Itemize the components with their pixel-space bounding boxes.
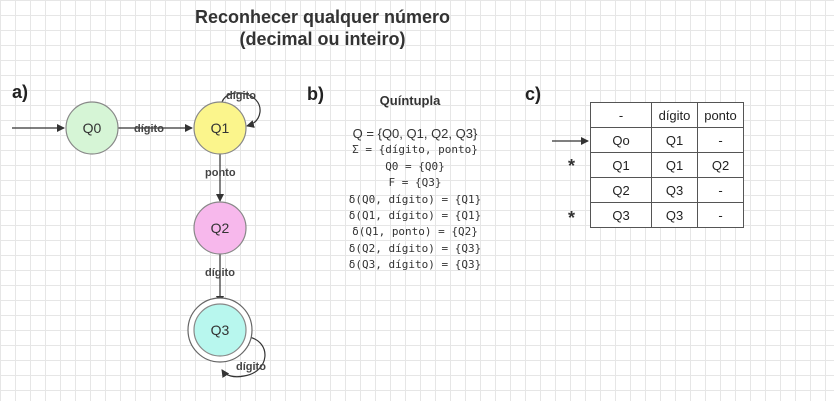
table-header-cell: - — [590, 102, 652, 128]
quintuple-line: Q0 = {Q0} — [385, 159, 445, 173]
quintuple-line: F = {Q3} — [388, 176, 442, 190]
table-cell: - — [697, 202, 744, 228]
edge-label-q2-q3: dígito — [205, 267, 235, 279]
title-line-1: Reconhecer qualquer número — [194, 7, 451, 27]
table-header-row: - dígito ponto — [590, 102, 744, 128]
quintuple-line: δ(Q2, dígito) = {Q3} — [348, 241, 482, 255]
edge-label-q1-q2: ponto — [205, 167, 236, 179]
table-header-cell: ponto — [697, 102, 744, 128]
state-label-q1: Q1 — [211, 120, 230, 136]
section-label-c: c) — [525, 84, 542, 104]
state-q0: Q0 — [65, 101, 119, 155]
quintuple-line: δ(Q3, dígito) = {Q3} — [348, 258, 482, 272]
edge-label-q0-q1: dígito — [134, 123, 164, 135]
edge-q3-loop — [221, 336, 266, 379]
quintuple-definition: Q = {Q0, Q1, Q2, Q3} Σ = {dígito, ponto}… — [330, 126, 500, 274]
state-label-q3: Q3 — [211, 322, 230, 338]
quintuple-line: δ(Q1, dígito) = {Q1} — [348, 209, 482, 223]
table-cell: Qo — [590, 127, 652, 153]
state-q1: Q1 — [193, 101, 247, 155]
edge-q1-loop — [221, 92, 261, 128]
table-cell: Q2 — [697, 152, 744, 178]
state-q3-final: Q3 — [187, 297, 253, 363]
state-label-q2: Q2 — [211, 220, 230, 236]
table-cell: Q3 — [651, 202, 698, 228]
quintuple-line: Q = {Q0, Q1, Q2, Q3} — [352, 126, 478, 141]
quintuple-line: δ(Q1, ponto) = {Q2} — [352, 225, 478, 239]
table-cell: Q1 — [651, 127, 698, 153]
final-state-marker: * — [568, 208, 576, 228]
table-row: Q1 Q1 Q2 — [590, 152, 744, 178]
table-cell: Q3 — [651, 177, 698, 203]
quintuple-line: Σ = {dígito, ponto} — [352, 143, 478, 157]
table-header-cell: dígito — [651, 102, 698, 128]
edge-label-q3-loop: dígito — [236, 361, 266, 373]
edge-label-q1-loop: dígito — [226, 90, 256, 102]
table-cell: - — [697, 127, 744, 153]
section-label-b: b) — [307, 84, 324, 104]
quintuple-title: Quíntupla — [379, 93, 441, 108]
table-cell: - — [697, 177, 744, 203]
section-label-a: a) — [12, 82, 29, 102]
final-state-marker: * — [568, 156, 576, 176]
diagram-title: Reconhecer qualquer número (decimal ou i… — [150, 6, 495, 50]
quintuple-line: δ(Q0, dígito) = {Q1} — [348, 192, 482, 206]
state-label-q0: Q0 — [83, 120, 102, 136]
title-line-2: (decimal ou inteiro) — [239, 29, 406, 49]
table-cell: Q1 — [590, 152, 652, 178]
table-row: Q3 Q3 - — [590, 202, 744, 228]
table-cell: Q3 — [590, 202, 652, 228]
table-row: Q2 Q3 - — [590, 177, 744, 203]
table-row: Qo Q1 - — [590, 127, 744, 153]
state-q2: Q2 — [193, 201, 247, 255]
transition-table: - dígito ponto Qo Q1 - Q1 Q1 Q2 Q2 Q3 - … — [590, 102, 744, 228]
table-cell: Q2 — [590, 177, 652, 203]
table-cell: Q1 — [651, 152, 698, 178]
